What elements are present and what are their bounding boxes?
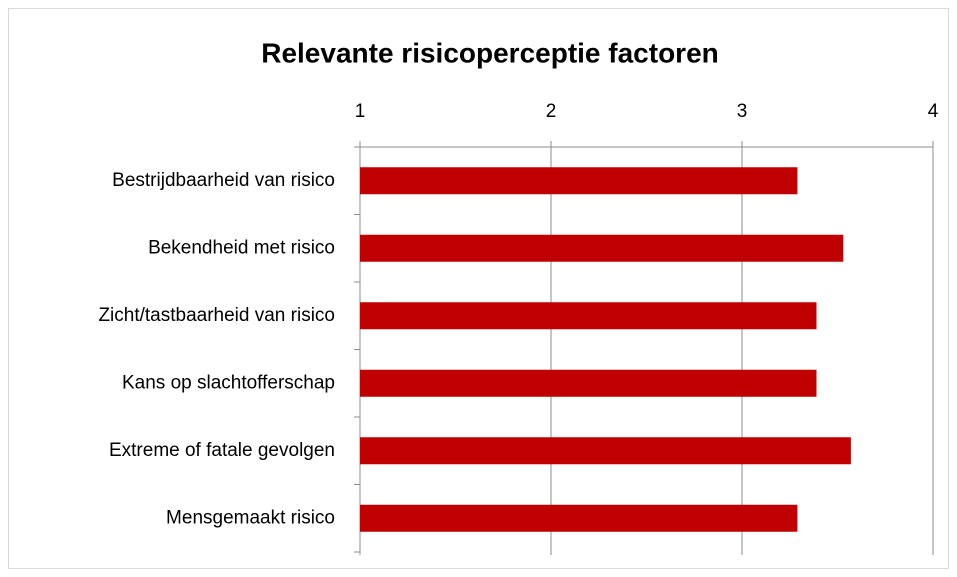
chart-frame (8, 8, 949, 569)
x-tick-label: 4 (928, 101, 939, 122)
y-tick-label: Extreme of fatale gevolgen (109, 440, 335, 461)
x-tick-label: 2 (546, 101, 557, 122)
y-tick-label: Kans op slachtofferschap (122, 372, 335, 393)
y-tick-label: Zicht/tastbaarheid van risico (98, 305, 335, 326)
y-tick-label: Bestrijdbaarheid van risico (112, 170, 335, 191)
bar (360, 369, 817, 397)
bar (360, 302, 817, 330)
y-tick-label: Bekendheid met risico (148, 237, 335, 258)
bar (360, 234, 844, 262)
bar (360, 504, 798, 532)
bar (360, 437, 851, 465)
y-tick-label: Mensgemaakt risico (166, 507, 335, 528)
chart-title: Relevante risicoperceptie factoren (261, 37, 719, 68)
x-tick-label: 1 (355, 101, 366, 122)
x-tick-label: 3 (737, 101, 748, 122)
bar (360, 167, 798, 195)
